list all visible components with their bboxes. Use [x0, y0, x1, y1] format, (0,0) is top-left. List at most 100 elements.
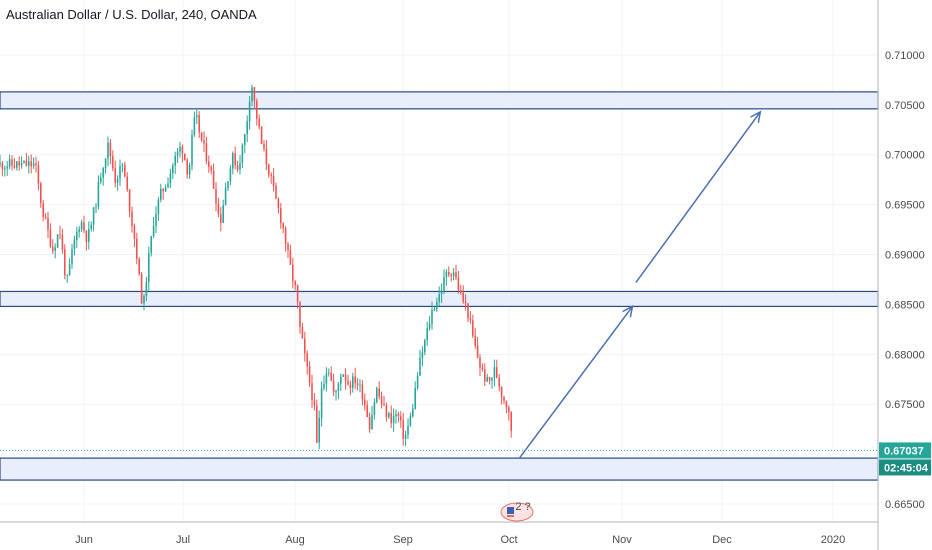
candle-body: [246, 121, 248, 135]
candle-body: [248, 101, 251, 122]
candle-body: [119, 165, 121, 179]
last-price-tag: [879, 442, 931, 459]
candle-body: [16, 161, 18, 168]
candle-body: [220, 214, 222, 223]
candle-body: [229, 168, 232, 182]
candle-body: [323, 383, 325, 389]
candle-body: [433, 309, 436, 311]
candle-body: [292, 264, 294, 282]
candle-body: [388, 413, 390, 418]
candle-body: [428, 323, 431, 329]
candle-body: [78, 229, 80, 232]
candle-body: [457, 277, 460, 291]
candle-body: [366, 405, 368, 417]
y-tick-label: 0.69500: [885, 200, 925, 212]
candle-body: [66, 275, 68, 276]
candle-body: [380, 396, 383, 405]
candle-body: [481, 367, 484, 370]
y-tick-label: 0.68000: [885, 349, 925, 361]
candle-body: [352, 376, 354, 388]
candle-body: [268, 164, 270, 175]
x-tick-label: Nov: [612, 534, 632, 546]
candle-body: [239, 162, 241, 170]
candle-body: [421, 352, 424, 358]
candle-body: [25, 160, 28, 166]
candle-body: [486, 377, 488, 382]
candle-body: [503, 396, 505, 401]
last-price-label: 0.67037: [884, 445, 924, 457]
candle-body: [467, 303, 469, 319]
candle-body: [35, 163, 37, 166]
candle-body: [498, 377, 500, 387]
candle-body: [236, 165, 239, 170]
candle-body: [100, 177, 102, 182]
candle-body: [73, 239, 76, 250]
candle-body: [23, 160, 25, 163]
candle-body: [493, 367, 496, 378]
candle-body: [464, 301, 467, 304]
candle-body: [361, 384, 364, 400]
candle-body: [400, 416, 402, 421]
candle-body: [71, 249, 73, 264]
y-tick-label: 0.70000: [885, 150, 925, 162]
candle-body: [232, 153, 234, 169]
event-marker-label: 2 ?: [515, 501, 530, 513]
candle-body: [234, 153, 236, 166]
candle-body: [152, 225, 155, 237]
candle-body: [148, 253, 150, 283]
candle-body: [390, 413, 392, 424]
candle-body: [30, 161, 32, 167]
candle-body: [241, 145, 244, 163]
candle-body: [491, 377, 493, 381]
candle-body: [328, 372, 330, 374]
candle-body: [440, 290, 443, 295]
candle-body: [472, 320, 474, 336]
candle-body: [419, 357, 421, 376]
candle-body: [308, 366, 311, 384]
candle-body: [258, 118, 260, 127]
candle-body: [138, 258, 140, 275]
candle-body: [318, 417, 320, 443]
zone-rectangle: [0, 457, 879, 481]
candle-body: [354, 376, 356, 384]
candle-body: [157, 199, 160, 215]
candle-body: [54, 247, 56, 251]
candle-body: [311, 383, 313, 401]
candle-body: [510, 412, 512, 431]
candle-body: [340, 376, 342, 384]
candle-body: [452, 272, 455, 277]
candle-body: [275, 185, 277, 199]
y-tick-label: 0.70500: [885, 100, 925, 112]
candle-body: [364, 399, 366, 406]
candle-body: [359, 384, 361, 386]
x-tick-label: Dec: [712, 534, 732, 546]
y-tick-label: 0.68500: [885, 299, 925, 311]
candle-body: [462, 292, 464, 302]
candle-body: [436, 302, 438, 310]
candle-body: [402, 420, 404, 439]
x-tick-label: Sep: [393, 534, 413, 546]
candle-body: [210, 166, 212, 171]
candle-body: [304, 338, 306, 354]
candle-body: [184, 153, 186, 160]
candle-body: [176, 151, 179, 156]
candle-body: [479, 357, 481, 368]
candle-body: [438, 294, 440, 303]
candle-body: [330, 372, 332, 381]
candle-body: [140, 274, 143, 304]
candle-body: [68, 263, 71, 276]
candle-body: [409, 415, 412, 426]
candle-body: [320, 388, 323, 418]
candle-body: [32, 163, 35, 167]
candle-body: [205, 143, 208, 162]
trend-arrow-line: [635, 111, 761, 283]
x-tick-label: Oct: [500, 534, 517, 546]
candle-body: [28, 161, 30, 166]
candle-body: [143, 295, 145, 304]
candle-body: [76, 231, 78, 240]
candle-body: [136, 238, 138, 259]
candle-body: [121, 164, 124, 166]
candle-body: [500, 386, 503, 397]
candle-body: [174, 155, 176, 166]
